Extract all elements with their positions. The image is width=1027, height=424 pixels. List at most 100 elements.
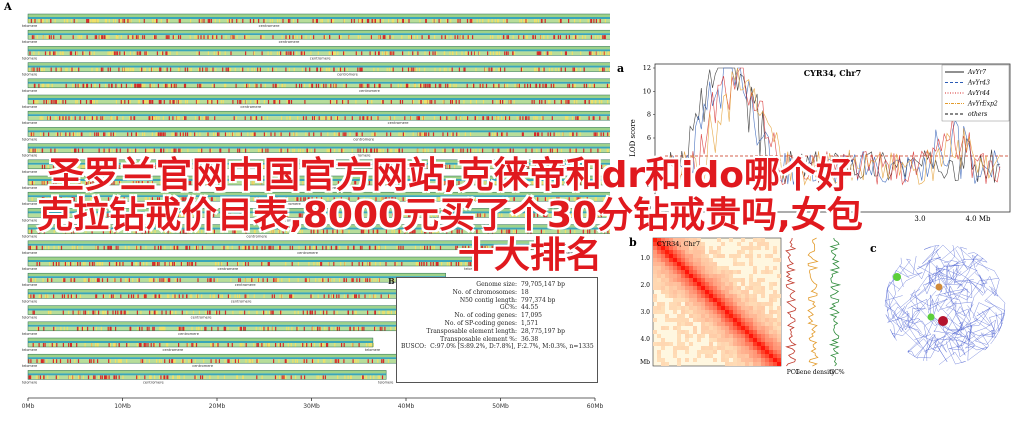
density-tick: [71, 149, 72, 153]
density-tick: [311, 149, 312, 153]
density-tick: [374, 149, 375, 153]
density-tick: [152, 311, 153, 315]
density-tick: [46, 35, 47, 39]
density-tick: [583, 149, 584, 153]
density-tick: [168, 19, 169, 23]
density-tick: [168, 51, 169, 55]
density-tick: [173, 35, 174, 39]
density-tick: [76, 343, 77, 347]
density-tick: [154, 375, 155, 379]
density-tick: [250, 100, 251, 104]
density-tick: [213, 343, 214, 347]
density-tick: [517, 84, 518, 88]
density-tick: [145, 68, 146, 72]
density-tick: [54, 149, 55, 153]
density-tick: [417, 116, 418, 120]
density-tick: [159, 100, 160, 104]
density-tick: [97, 359, 98, 363]
density-tick: [323, 311, 324, 315]
hic-cell: [669, 278, 673, 282]
density-tick: [322, 19, 323, 23]
density-tick: [180, 35, 181, 39]
density-tick: [61, 246, 62, 250]
density-tick: [302, 343, 303, 347]
density-tick: [103, 116, 104, 120]
density-tick: [207, 278, 208, 282]
density-tick: [353, 278, 354, 282]
density-tick: [561, 68, 562, 72]
density-tick: [43, 100, 44, 104]
density-tick: [172, 294, 173, 298]
density-tick: [194, 343, 195, 347]
density-tick: [289, 149, 290, 153]
density-tick: [199, 311, 200, 315]
density-tick: [116, 149, 117, 153]
density-tick: [48, 246, 49, 250]
density-tick: [171, 132, 172, 136]
hic-cell: [665, 278, 669, 282]
density-tick: [565, 116, 566, 120]
density-tick: [227, 327, 228, 331]
density-tick: [248, 311, 249, 315]
density-tick: [235, 294, 236, 298]
density-tick: [37, 68, 38, 72]
hic-cell: [681, 282, 685, 286]
density-tick: [293, 35, 294, 39]
density-tick: [375, 294, 376, 298]
density-tick: [449, 68, 450, 72]
density-tick: [230, 19, 231, 23]
density-tick: [547, 35, 548, 39]
density-tick: [60, 327, 61, 331]
density-tick: [63, 343, 64, 347]
density-tick: [377, 359, 378, 363]
density-tick: [213, 294, 214, 298]
density-tick: [387, 68, 388, 72]
density-tick: [199, 51, 200, 55]
density-tick: [243, 100, 244, 104]
density-tick: [225, 132, 226, 136]
density-tick: [179, 100, 180, 104]
density-tick: [47, 294, 48, 298]
density-tick: [238, 132, 239, 136]
density-tick: [71, 343, 72, 347]
density-tick: [271, 311, 272, 315]
density-tick: [186, 311, 187, 315]
density-tick: [487, 116, 488, 120]
density-tick: [173, 149, 174, 153]
density-tick: [172, 116, 173, 120]
density-tick: [364, 375, 365, 379]
density-tick: [38, 327, 39, 331]
density-tick: [576, 68, 577, 72]
density-tick: [336, 116, 337, 120]
density-tick: [317, 375, 318, 379]
density-tick: [275, 68, 276, 72]
density-tick: [91, 375, 92, 379]
density-tick: [257, 68, 258, 72]
stats-key: Genome size:: [397, 281, 521, 289]
density-tick: [137, 51, 138, 55]
density-tick: [151, 343, 152, 347]
density-tick: [237, 294, 238, 298]
density-tick: [291, 343, 292, 347]
density-tick: [33, 19, 34, 23]
density-tick: [356, 359, 357, 363]
density-tick: [108, 35, 109, 39]
density-tick: [445, 35, 446, 39]
hic-cell: [697, 278, 701, 282]
density-tick: [153, 294, 154, 298]
density-tick: [415, 68, 416, 72]
density-tick: [384, 51, 385, 55]
density-tick: [146, 294, 147, 298]
density-tick: [550, 149, 551, 153]
density-tick: [324, 327, 325, 331]
density-tick: [167, 35, 168, 39]
density-tick: [225, 84, 226, 88]
density-tick: [417, 51, 418, 55]
density-tick: [368, 116, 369, 120]
density-tick: [113, 132, 114, 136]
density-tick: [367, 19, 368, 23]
density-tick: [179, 327, 180, 331]
density-tick: [87, 327, 88, 331]
density-tick: [419, 84, 420, 88]
density-tick: [324, 116, 325, 120]
